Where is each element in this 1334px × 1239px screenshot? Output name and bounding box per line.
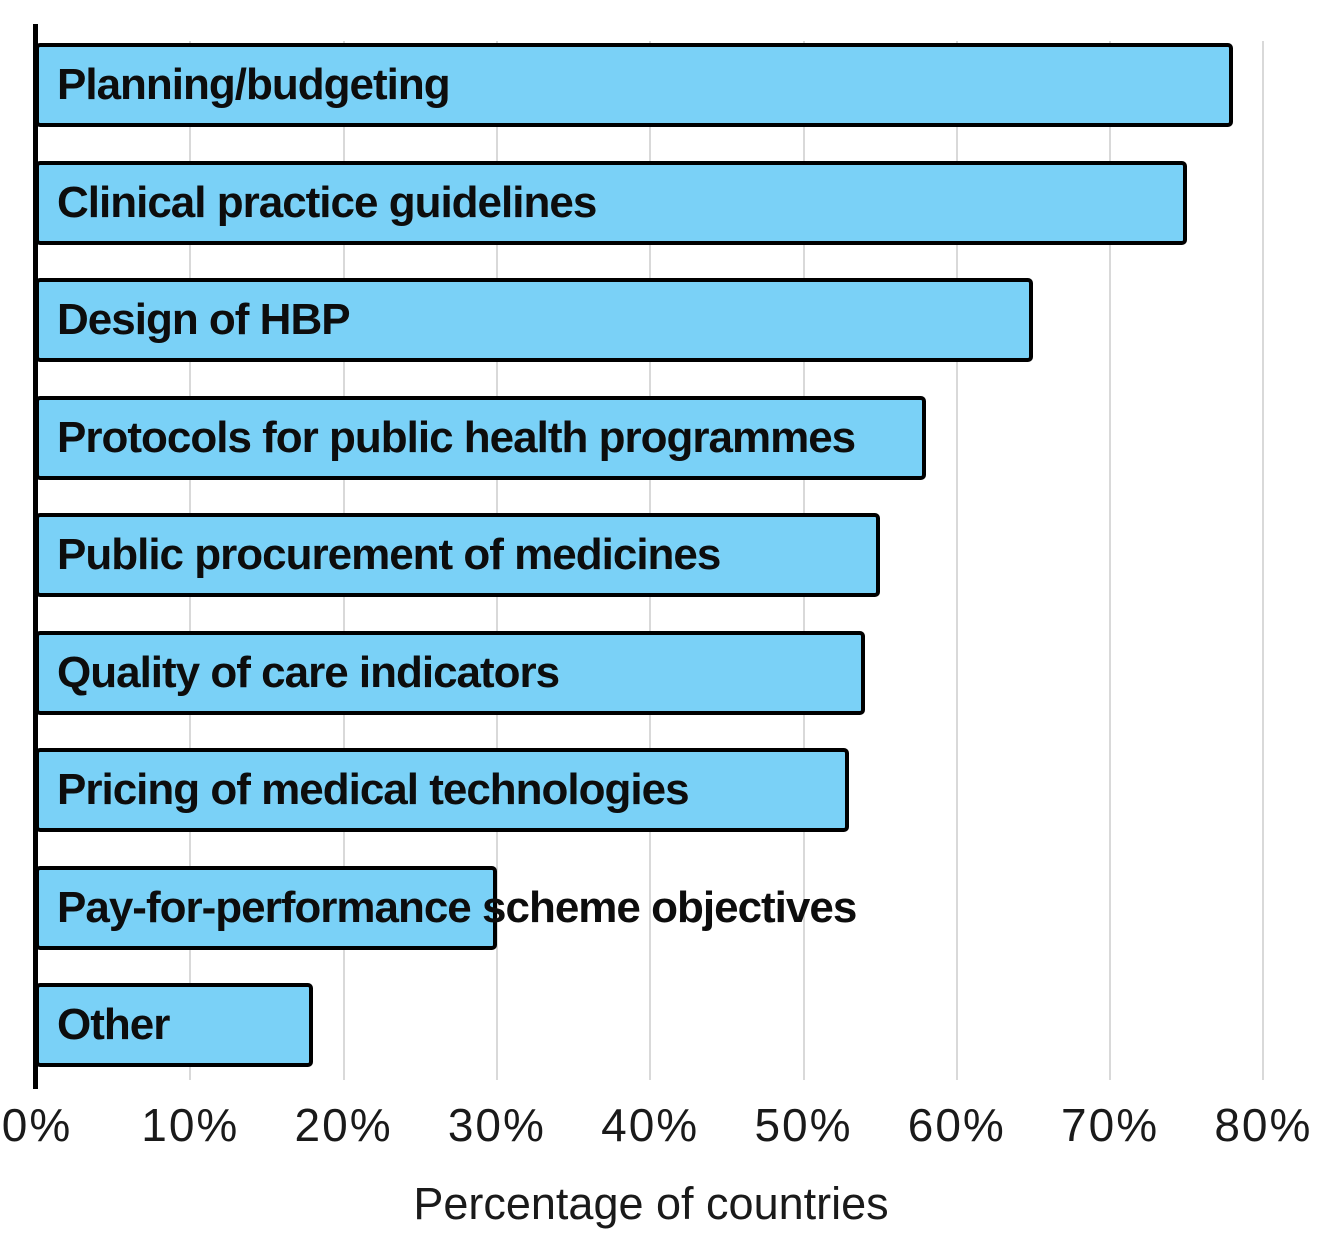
bar: Planning/budgeting (35, 43, 1233, 127)
x-tick-label: 30% (447, 1099, 546, 1151)
bar: Pay-for-performance scheme objectives (35, 866, 857, 950)
bar: Clinical practice guidelines (35, 161, 1187, 245)
bar-label: Pay-for-performance scheme objectives (57, 883, 857, 932)
bar-label: Quality of care indicators (57, 648, 560, 697)
x-tick-label: 80% (1214, 1099, 1313, 1151)
bar: Design of HBP (35, 278, 1033, 362)
bar-label: Public procurement of medicines (57, 530, 721, 579)
bar: Public procurement of medicines (35, 513, 880, 597)
x-tick-label: 60% (907, 1099, 1006, 1151)
x-tick-label: 40% (601, 1099, 700, 1151)
bar-label: Protocols for public health programmes (57, 413, 856, 462)
bar-label: Design of HBP (57, 295, 351, 344)
bar-label: Clinical practice guidelines (57, 178, 597, 227)
bar-label: Other (57, 1000, 170, 1049)
x-tick-label: 10% (141, 1099, 240, 1151)
bar: Quality of care indicators (35, 631, 865, 715)
bar: Other (35, 983, 313, 1067)
y-axis-line (33, 24, 38, 1089)
gridline (1109, 41, 1112, 1080)
x-tick-label: 0% (1, 1099, 73, 1151)
x-axis-title: Percentage of countries (413, 1178, 889, 1229)
bar-label: Planning/budgeting (57, 60, 451, 109)
bar-label: Pricing of medical technologies (57, 765, 690, 814)
x-tick-label: 20% (294, 1099, 393, 1151)
bar: Protocols for public health programmes (35, 396, 926, 480)
x-tick-label: 70% (1061, 1099, 1160, 1151)
bar: Pricing of medical technologies (35, 748, 849, 832)
gridline (1262, 41, 1265, 1080)
x-tick-label: 50% (754, 1099, 853, 1151)
gridline (955, 41, 958, 1080)
